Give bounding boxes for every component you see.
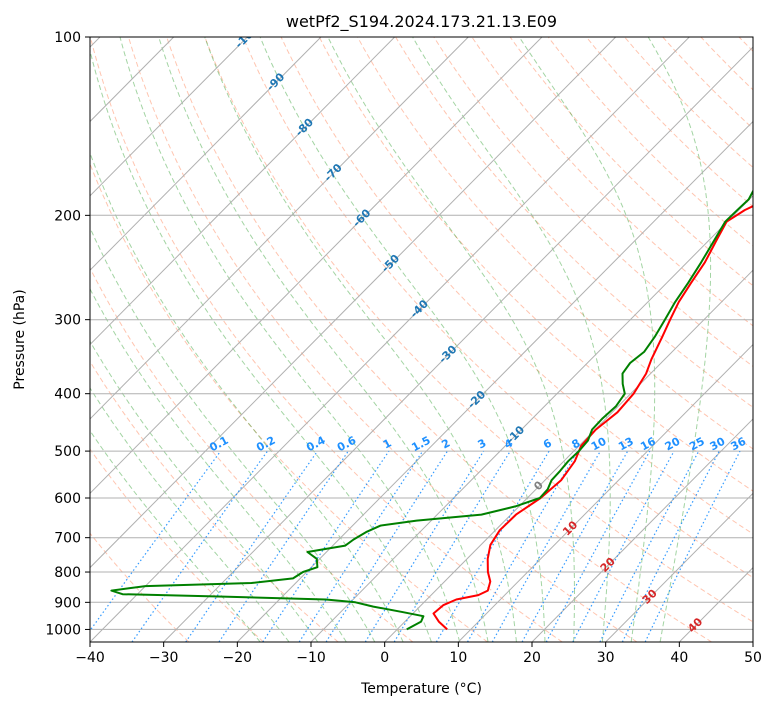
skewed-isotherm: [90, 37, 396, 346]
mixing-ratio-line: [621, 450, 720, 642]
skewed-isotherm: [457, 343, 753, 642]
x-tick-label: 50: [744, 650, 762, 666]
x-tick-label: −30: [149, 650, 179, 666]
mixing-ratio-line: [545, 450, 651, 642]
moist-adiabat: [90, 387, 290, 642]
mixing-ratio-label: 16: [638, 435, 658, 454]
x-axis-label: Temperature (°C): [360, 681, 482, 697]
y-tick-label: 700: [54, 531, 81, 547]
mixing-ratio-line: [393, 450, 511, 642]
mixing-ratio-label: 30: [708, 435, 728, 454]
moist-adiabat: [647, 37, 712, 642]
plot-frame: [89, 36, 754, 643]
y-tick-label: 300: [54, 313, 81, 329]
moist-adiabat: [90, 340, 319, 642]
x-tick-label: 30: [597, 650, 615, 666]
x-tick-label: −40: [75, 650, 105, 666]
dry-adiabat: [90, 37, 563, 642]
mixing-ratio-line: [521, 450, 629, 642]
y-tick-label: 900: [54, 595, 81, 611]
y-tick-label: 200: [54, 208, 81, 224]
skewed-isotherm: [90, 37, 543, 495]
mixing-ratio-line: [298, 450, 424, 642]
moist-adiabat: [412, 37, 611, 642]
mixing-ratio-label: 10: [589, 435, 609, 454]
moist-adiabat: [119, 37, 461, 642]
skewed-isotherm: [90, 37, 248, 197]
x-tick-label: 20: [523, 650, 541, 666]
moist-adiabat: [90, 151, 404, 642]
dry-adiabat: [204, 37, 753, 623]
x-tick-label: 0: [380, 650, 389, 666]
moist-adiabat: [327, 37, 575, 642]
mixing-ratio-line: [491, 450, 601, 642]
skewed-isotherm: [90, 37, 690, 642]
dry-adiabat: [90, 267, 414, 642]
moist-adiabat: [90, 429, 261, 642]
moist-adiabat: [518, 37, 656, 642]
mixing-ratio-label: 36: [729, 435, 749, 454]
chart-title: wetPf2_S194.2024.173.21.13.E09: [286, 12, 557, 32]
mixing-ratio-line: [262, 450, 390, 642]
mixing-ratio-label: 13: [616, 435, 636, 454]
skewed-isotherm: [310, 195, 753, 642]
y-tick-label: 1000: [45, 622, 81, 638]
y-axis-label: Pressure (hPa): [12, 289, 28, 389]
dry-adiabat: [90, 360, 339, 642]
y-tick-label: 100: [54, 30, 81, 46]
skewed-isotherm: [384, 269, 753, 642]
skewed-isotherm: [236, 120, 753, 642]
skewed-isotherm: [90, 37, 617, 569]
dry-adiabat: [433, 37, 753, 368]
mixing-ratio-line: [218, 450, 349, 642]
temperature-line: [432, 205, 753, 631]
y-tick-label: 800: [54, 565, 81, 581]
moist-adiabat: [259, 37, 546, 642]
skewed-isotherm: [163, 46, 753, 642]
dry-adiabat: [90, 532, 190, 642]
skewed-isotherm: [605, 492, 753, 642]
moist-adiabat: [90, 226, 376, 642]
x-tick-label: −10: [296, 650, 326, 666]
mixing-ratio-line: [131, 450, 268, 642]
y-tick-label: 600: [54, 491, 81, 507]
mixing-ratio-label: 25: [687, 435, 707, 454]
mixing-ratio-label: 20: [663, 435, 683, 454]
mixing-ratio-line: [325, 450, 448, 642]
dry-adiabat: [90, 162, 488, 642]
moist-adiabat: [204, 37, 517, 642]
x-tick-label: 10: [449, 650, 467, 666]
skewed-isotherm: [90, 37, 322, 271]
y-tick-label: 400: [54, 387, 81, 403]
moist-adiabat: [90, 48, 432, 642]
dewpoint-line: [110, 189, 753, 631]
mixing-ratio-line: [644, 450, 741, 642]
dry-adiabat: [471, 37, 753, 327]
skewed-isotherm: [531, 418, 753, 642]
mixing-ratio-line: [185, 450, 318, 642]
y-tick-label: 500: [54, 444, 81, 460]
x-tick-label: 40: [670, 650, 688, 666]
dry-adiabat: [128, 37, 638, 642]
skewed-isotherm: [90, 37, 469, 420]
moist-adiabat: [158, 37, 489, 642]
dry-adiabat: [90, 448, 264, 642]
mixing-ratio-line: [572, 450, 675, 642]
dry-adiabat: [318, 37, 753, 492]
mixing-ratio-line: [364, 450, 485, 642]
dry-adiabat: [166, 37, 712, 642]
mixing-ratio-line: [90, 450, 222, 632]
dry-adiabat: [357, 37, 753, 450]
x-tick-label: −20: [223, 650, 253, 666]
